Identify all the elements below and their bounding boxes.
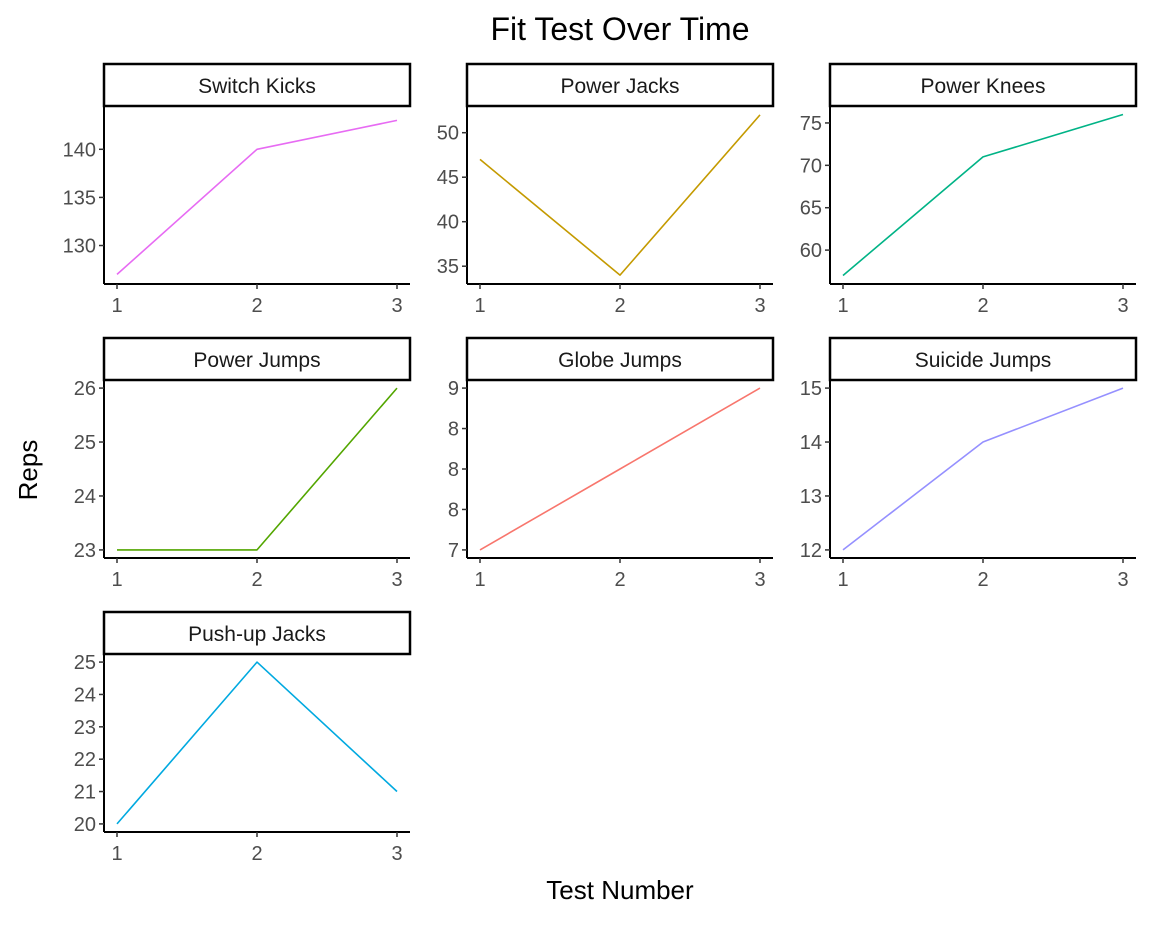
facet-strip-label-power-knees: Power Knees (921, 75, 1046, 98)
x-axis-title: Test Number (546, 875, 694, 905)
x-tick-label-power-jumps: 3 (391, 569, 402, 591)
facet-strip-label-suicide-jumps: Suicide Jumps (915, 349, 1052, 372)
y-tick-label-power-jacks: 50 (437, 123, 459, 145)
x-tick-label-switch-kicks: 3 (391, 295, 402, 317)
y-tick-label-power-knees: 75 (800, 113, 822, 135)
y-tick-label-push-up-jacks: 22 (74, 749, 96, 771)
y-tick-label-push-up-jacks: 24 (74, 684, 96, 706)
x-tick-label-power-knees: 3 (1117, 295, 1128, 317)
facet-strip-switch-kicks (102, 62, 412, 108)
y-tick-label-switch-kicks: 135 (63, 187, 96, 209)
y-tick-label-suicide-jumps: 14 (800, 432, 822, 454)
facet-strip-label-power-jumps: Power Jumps (193, 349, 320, 372)
chart-title: Fit Test Over Time (490, 11, 749, 47)
x-tick-label-push-up-jacks: 2 (251, 843, 262, 865)
x-tick-label-power-knees: 1 (837, 295, 848, 317)
facet-strip-label-power-jacks: Power Jacks (560, 75, 679, 98)
x-tick-label-globe-jumps: 1 (474, 569, 485, 591)
x-tick-label-power-jumps: 2 (251, 569, 262, 591)
y-tick-label-power-jacks: 45 (437, 167, 459, 189)
x-tick-label-power-knees: 2 (977, 295, 988, 317)
facet-panel-globe-jumps: Globe Jumps 7 8 8 8 9 1 2 3 (448, 336, 775, 591)
x-tick-label-globe-jumps: 3 (754, 569, 765, 591)
series-line-globe-jumps (479, 387, 761, 551)
y-tick-label-power-jacks: 35 (437, 256, 459, 278)
y-tick-label-suicide-jumps: 13 (800, 486, 822, 508)
x-tick-label-globe-jumps: 2 (614, 569, 625, 591)
series-line-power-jumps (117, 387, 398, 551)
x-tick-label-switch-kicks: 2 (251, 295, 262, 317)
facet-strip-power-jumps (102, 336, 412, 382)
facet-panel-power-jacks: Power Jacks 35 40 45 50 1 2 3 (437, 62, 775, 317)
x-tick-label-power-jacks: 3 (754, 295, 765, 317)
y-tick-label-globe-jumps: 8 (448, 459, 459, 481)
y-tick-label-push-up-jacks: 20 (74, 814, 96, 836)
y-tick-label-power-jumps: 23 (74, 540, 96, 562)
x-tick-label-push-up-jacks: 3 (391, 843, 402, 865)
facet-strip-suicide-jumps (828, 336, 1138, 382)
x-tick-label-push-up-jacks: 1 (111, 843, 122, 865)
y-tick-label-suicide-jumps: 15 (800, 378, 822, 400)
y-tick-label-power-knees: 65 (800, 198, 822, 220)
x-tick-label-suicide-jumps: 2 (977, 569, 988, 591)
facet-panel-switch-kicks: Switch Kicks 130 135 140 1 2 3 (63, 62, 412, 317)
y-tick-label-globe-jumps: 8 (448, 419, 459, 441)
y-tick-label-suicide-jumps: 12 (800, 540, 822, 562)
series-line-power-jacks (479, 114, 761, 276)
y-tick-label-power-jumps: 25 (74, 432, 96, 454)
y-tick-label-switch-kicks: 140 (63, 139, 96, 161)
facet-strip-label-globe-jumps: Globe Jumps (558, 349, 682, 372)
series-line-power-knees (842, 113, 1124, 277)
y-tick-label-power-jumps: 24 (74, 486, 96, 508)
facet-strip-power-knees (828, 62, 1138, 108)
y-tick-label-push-up-jacks: 25 (74, 652, 96, 674)
facet-strip-label-push-up-jacks: Push-up Jacks (188, 623, 326, 646)
y-tick-label-globe-jumps: 7 (448, 540, 459, 562)
facet-strip-push-up-jacks (102, 610, 412, 656)
series-line-push-up-jacks (116, 661, 398, 825)
y-tick-label-power-knees: 70 (800, 155, 822, 177)
y-tick-label-power-knees: 60 (800, 240, 822, 262)
y-tick-label-push-up-jacks: 23 (74, 717, 96, 739)
y-tick-label-push-up-jacks: 21 (74, 782, 96, 804)
x-tick-label-switch-kicks: 1 (111, 295, 122, 317)
y-tick-label-power-jumps: 26 (74, 378, 96, 400)
y-tick-label-switch-kicks: 130 (63, 236, 96, 258)
y-tick-label-globe-jumps: 8 (448, 499, 459, 521)
x-tick-label-suicide-jumps: 1 (837, 569, 848, 591)
y-axis-title: Reps (13, 440, 43, 501)
y-tick-label-power-jacks: 40 (437, 212, 459, 234)
facet-strip-power-jacks (465, 62, 775, 108)
series-line-switch-kicks (116, 119, 398, 275)
y-tick-label-globe-jumps: 9 (448, 378, 459, 400)
facet-panel-power-knees: Power Knees 60 65 70 75 1 2 3 (800, 62, 1138, 317)
x-tick-label-power-jumps: 1 (111, 569, 122, 591)
facet-strip-label-switch-kicks: Switch Kicks (198, 75, 316, 98)
series-line-suicide-jumps (842, 387, 1124, 551)
facet-strip-globe-jumps (465, 336, 775, 382)
x-tick-label-power-jacks: 1 (474, 295, 485, 317)
x-tick-label-power-jacks: 2 (614, 295, 625, 317)
x-tick-label-suicide-jumps: 3 (1117, 569, 1128, 591)
